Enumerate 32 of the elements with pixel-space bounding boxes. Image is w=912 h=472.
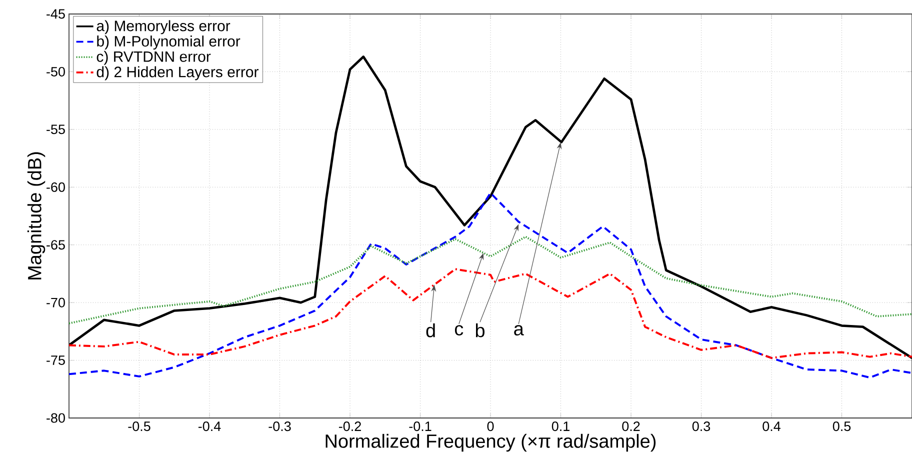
annotation: a — [514, 325, 524, 336]
legend-label: b) M-Polynomial error — [97, 36, 240, 50]
legend-label: d) 2 Hidden Layers error — [96, 66, 258, 80]
legend-label: c) RVTDNN error — [96, 50, 211, 65]
y-tick-label: -65 — [46, 240, 65, 250]
line-series — [69, 268, 912, 359]
annotation: d — [426, 323, 435, 338]
x-tick-label: -0.3 — [268, 422, 291, 432]
x-tick-label: 0.3 — [692, 422, 710, 432]
x-axis-title: Normalized Frequency (×π rad/sample) — [326, 434, 656, 452]
annotation: c — [454, 325, 464, 336]
x-tick-label: 0.1 — [552, 422, 570, 432]
x-tick-label: 0 — [487, 422, 494, 432]
y-tick-label: -80 — [46, 413, 65, 423]
x-tick-label: -0.1 — [409, 422, 432, 432]
annotation: b — [476, 323, 484, 338]
y-tick-label: -75 — [46, 356, 65, 365]
x-tick-label: 0.5 — [832, 422, 851, 432]
y-tick-label: -55 — [46, 124, 65, 134]
line-series — [69, 236, 912, 324]
legend-label: a) Memoryless error — [96, 20, 230, 34]
line-series — [69, 192, 912, 379]
x-tick-label: 0.4 — [762, 422, 780, 432]
y-tick-label: -70 — [46, 298, 65, 308]
x-tick-label: -0.4 — [198, 422, 221, 432]
x-tick-label: 0.2 — [622, 422, 640, 432]
x-tick-label: -0.5 — [128, 422, 150, 432]
y-tick-label: -45 — [46, 9, 65, 19]
y-tick-label: -60 — [46, 182, 65, 192]
y-axis-title: Magnitude (dB) — [27, 152, 46, 280]
y-tick-label: -50 — [46, 66, 65, 76]
x-tick-label: -0.2 — [338, 422, 361, 432]
